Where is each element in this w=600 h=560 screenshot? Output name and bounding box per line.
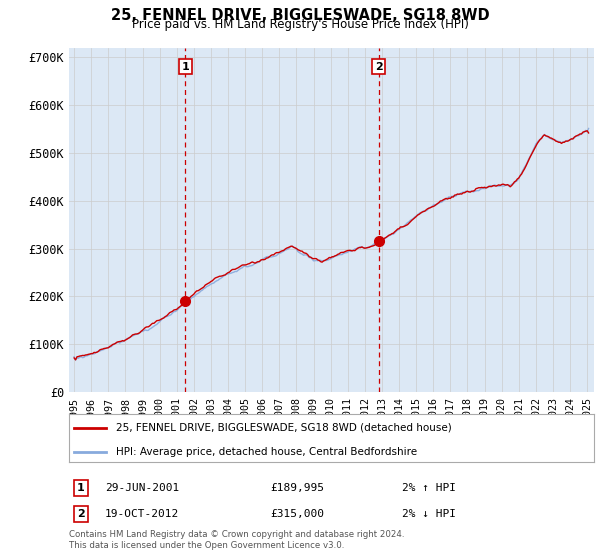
Text: 25, FENNEL DRIVE, BIGGLESWADE, SG18 8WD: 25, FENNEL DRIVE, BIGGLESWADE, SG18 8WD (110, 8, 490, 24)
Text: 25, FENNEL DRIVE, BIGGLESWADE, SG18 8WD (detached house): 25, FENNEL DRIVE, BIGGLESWADE, SG18 8WD … (116, 423, 452, 433)
Text: 2% ↓ HPI: 2% ↓ HPI (402, 509, 456, 519)
Text: 2: 2 (77, 509, 85, 519)
Text: 1: 1 (77, 483, 85, 493)
Text: 29-JUN-2001: 29-JUN-2001 (105, 483, 179, 493)
Text: HPI: Average price, detached house, Central Bedfordshire: HPI: Average price, detached house, Cent… (116, 446, 418, 456)
Text: 19-OCT-2012: 19-OCT-2012 (105, 509, 179, 519)
Text: Price paid vs. HM Land Registry's House Price Index (HPI): Price paid vs. HM Land Registry's House … (131, 18, 469, 31)
Text: 1: 1 (181, 62, 189, 72)
Text: 2% ↑ HPI: 2% ↑ HPI (402, 483, 456, 493)
Text: £315,000: £315,000 (270, 509, 324, 519)
Text: 2: 2 (374, 62, 382, 72)
Bar (185, 48, 379, 392)
Text: £189,995: £189,995 (270, 483, 324, 493)
Text: This data is licensed under the Open Government Licence v3.0.: This data is licensed under the Open Gov… (69, 541, 344, 550)
Text: Contains HM Land Registry data © Crown copyright and database right 2024.: Contains HM Land Registry data © Crown c… (69, 530, 404, 539)
